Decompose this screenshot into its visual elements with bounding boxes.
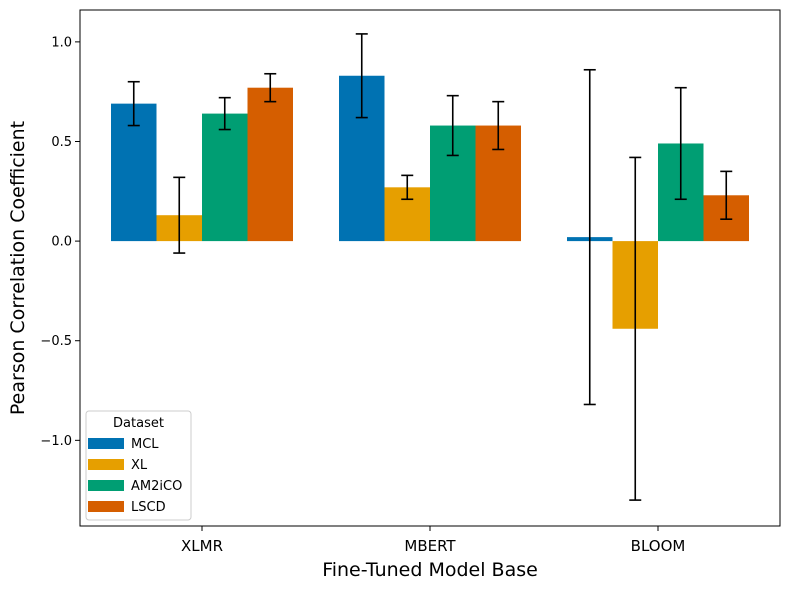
legend-label-am2ico: AM2iCO <box>131 479 182 494</box>
x-axis-ticks: XLMR MBERT BLOOM <box>181 526 685 555</box>
x-tick-label-bloom: BLOOM <box>631 537 686 555</box>
errorbar-lscd-mbert <box>492 100 505 151</box>
legend: Dataset MCL XL AM2iCO LSCD <box>85 410 192 521</box>
y-tick-label: 1.0 <box>51 35 72 50</box>
y-tick-label: −0.5 <box>40 334 72 349</box>
errorbar-lscd-bloom <box>720 170 733 220</box>
bars-layer <box>111 75 749 329</box>
errorbar-xl-bloom <box>629 156 642 501</box>
bar-mcl-xlmr <box>111 103 157 242</box>
x-tick-label-mbert: MBERT <box>404 537 456 555</box>
bar-am2ico-xlmr <box>202 113 248 242</box>
x-axis-label: Fine-Tuned Model Base <box>322 559 538 581</box>
legend-swatch-am2ico <box>88 480 124 491</box>
y-tick-label: 0.0 <box>51 235 72 250</box>
legend-items: MCL XL AM2iCO LSCD <box>88 437 182 515</box>
errorbar-lscd-xlmr <box>264 72 277 103</box>
errorbar-xl-xlmr <box>173 176 186 254</box>
y-axis-label: Pearson Correlation Coefficient <box>7 121 29 415</box>
errorbar-am2ico-bloom <box>674 86 687 201</box>
legend-label-lscd: LSCD <box>131 500 166 515</box>
y-tick-label: −1.0 <box>40 434 72 449</box>
errorbar-mcl-bloom <box>583 68 596 406</box>
bar-lscd-xlmr <box>247 87 293 242</box>
legend-label-xl: XL <box>131 458 148 473</box>
errorbar-am2ico-mbert <box>446 94 459 157</box>
legend-swatch-lscd <box>88 501 124 512</box>
legend-title: Dataset <box>113 416 164 431</box>
errorbars-layer <box>127 33 733 501</box>
y-axis-ticks: −1.0 −0.5 0.0 0.5 1.0 <box>40 35 80 449</box>
legend-swatch-xl <box>88 459 124 470</box>
legend-swatch-mcl <box>88 438 124 449</box>
errorbar-xl-mbert <box>401 174 414 201</box>
y-tick-label: 0.5 <box>51 135 72 150</box>
errorbar-mcl-mbert <box>355 33 368 119</box>
errorbar-am2ico-xlmr <box>218 96 231 131</box>
x-tick-label-xlmr: XLMR <box>181 537 223 555</box>
errorbar-mcl-xlmr <box>127 80 140 127</box>
legend-label-mcl: MCL <box>131 437 159 452</box>
